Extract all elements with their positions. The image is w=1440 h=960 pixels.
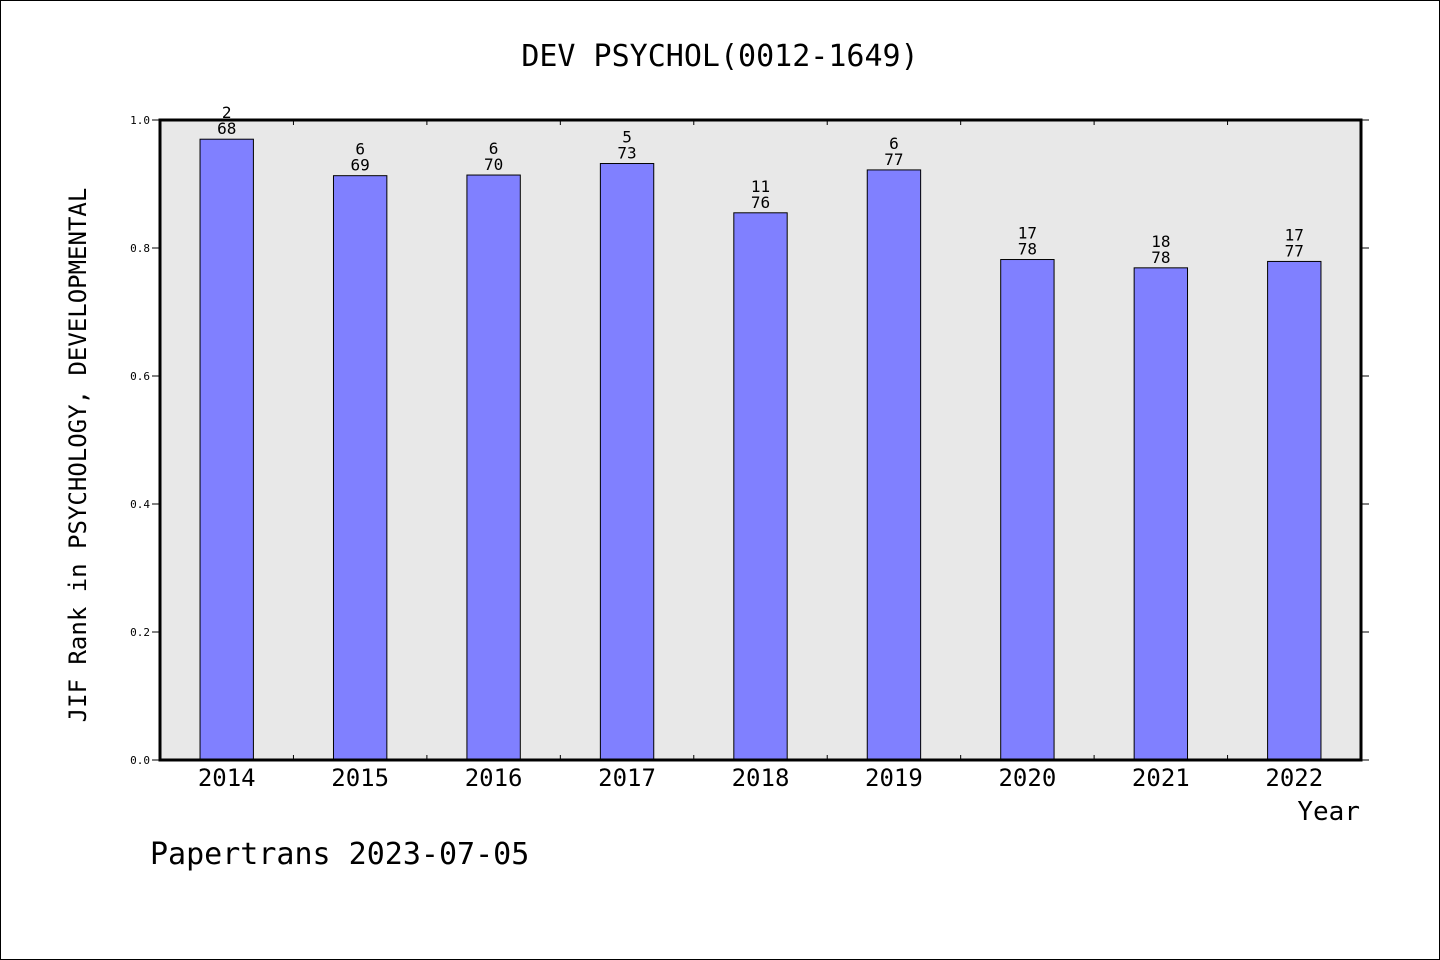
y-tick-label: 0.2 (130, 626, 150, 639)
bar-2015 (332, 175, 388, 761)
bar-rank-label: 6 (889, 134, 899, 153)
y-tick-label: 0.4 (130, 498, 150, 511)
y-tick-label: 0.6 (130, 370, 150, 383)
bar-2019 (866, 169, 922, 761)
y-tick-label: 1.0 (130, 114, 150, 127)
bar-total-label: 76 (751, 193, 770, 212)
footer-credit: Papertrans 2023-07-05 (150, 837, 529, 872)
x-axis-label: Year (1297, 797, 1360, 827)
x-tick-label: 2019 (865, 764, 923, 792)
bar-rank-label: 6 (489, 139, 499, 158)
x-tick-label: 2022 (1265, 764, 1323, 792)
x-tick-label: 2018 (732, 764, 790, 792)
chart-title: DEV PSYCHOL(0012-1649) (521, 39, 918, 74)
bar-rank-label: 6 (355, 140, 365, 159)
x-tick-label: 2014 (198, 764, 256, 792)
bar-2021 (1133, 267, 1189, 761)
bar-total-label: 73 (617, 144, 636, 163)
bar-rank-label: 2 (222, 103, 232, 122)
bar-total-label: 78 (1151, 248, 1170, 267)
bar-2018 (733, 212, 788, 761)
y-tick-label: 0.0 (130, 754, 150, 767)
bar-total-label: 68 (217, 119, 236, 138)
x-tick-label: 2017 (598, 764, 656, 792)
bar-rank-label: 17 (1285, 225, 1304, 244)
y-axis-label: JIF Rank in PSYCHOLOGY, DEVELOPMENTAL (64, 188, 92, 723)
bar-rank-label: 11 (751, 177, 770, 196)
bar-total-label: 69 (351, 156, 370, 175)
bar-rank-label: 5 (622, 128, 632, 147)
bar-rank-label: 18 (1151, 232, 1170, 251)
x-tick-label: 2021 (1132, 764, 1190, 792)
bar-2022 (1267, 260, 1322, 761)
bar-total-label: 70 (484, 155, 503, 174)
x-tick-label: 2016 (465, 764, 523, 792)
x-tick-label: 2015 (331, 764, 389, 792)
bar-2014 (199, 138, 254, 761)
x-axis-ticks: 2014 2015 2016 2017 2018 2019 2020 2021 2022 (198, 120, 1323, 792)
bar-2020 (1000, 259, 1055, 761)
bar-rank-label: 17 (1018, 224, 1037, 243)
y-tick-label: 0.8 (130, 242, 150, 255)
bar-total-label: 77 (1285, 241, 1304, 260)
x-tick-label: 2020 (998, 764, 1056, 792)
plot-border (158, 118, 1363, 762)
bar-total-label: 77 (884, 150, 903, 169)
bar-total-label: 78 (1018, 240, 1037, 259)
bar-2016 (466, 174, 521, 761)
bar-2017 (599, 163, 655, 761)
